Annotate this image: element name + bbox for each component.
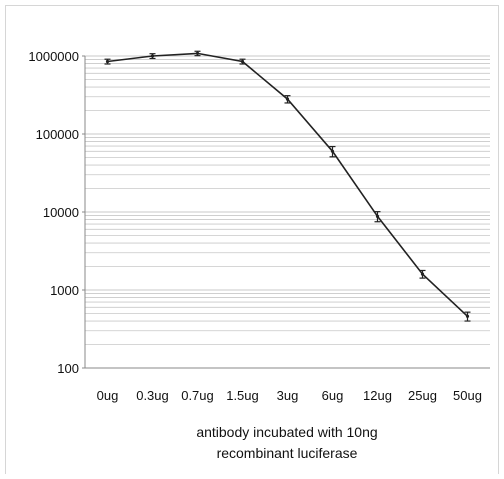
data-point xyxy=(105,59,110,64)
data-point xyxy=(240,59,245,64)
data-point xyxy=(195,51,200,55)
x-tick-labels: 0ug 0.3ug 0.7ug 1.5ug 3ug 6ug 12ug 25ug 50ug xyxy=(97,388,482,403)
y-tick-label: 10000 xyxy=(43,205,79,220)
x-axis-label-line-2: recombinant luciferase xyxy=(217,445,358,461)
data-point xyxy=(330,149,335,153)
x-tick-label: 0ug xyxy=(97,388,119,403)
x-tick-label: 3ug xyxy=(277,388,299,403)
y-tick-labels: 100 1000 10000 100000 1000000 xyxy=(28,49,85,376)
series-group xyxy=(104,50,471,322)
data-point xyxy=(285,97,290,101)
data-point xyxy=(375,214,380,218)
x-tick-label: 0.7ug xyxy=(181,388,214,403)
x-tick-label: 0.3ug xyxy=(136,388,169,403)
y-tick-label: 1000 xyxy=(50,283,79,298)
x-tick-label: 50ug xyxy=(453,388,482,403)
x-axis-label-line-1: antibody incubated with 10ng xyxy=(196,424,377,440)
x-tick-label: 25ug xyxy=(408,388,437,403)
data-point xyxy=(420,272,425,276)
x-tick-label: 1.5ug xyxy=(226,388,259,403)
y-tick-label: 1000000 xyxy=(28,49,79,64)
chart-frame xyxy=(5,5,499,474)
data-point xyxy=(150,54,155,58)
x-tick-label: 12ug xyxy=(363,388,392,403)
y-tick-label: 100000 xyxy=(36,127,79,142)
data-point xyxy=(465,314,470,318)
grid-lines xyxy=(85,55,490,345)
y-tick-label: 100 xyxy=(57,361,79,376)
series-line xyxy=(107,52,469,317)
x-tick-label: 6ug xyxy=(322,388,344,403)
